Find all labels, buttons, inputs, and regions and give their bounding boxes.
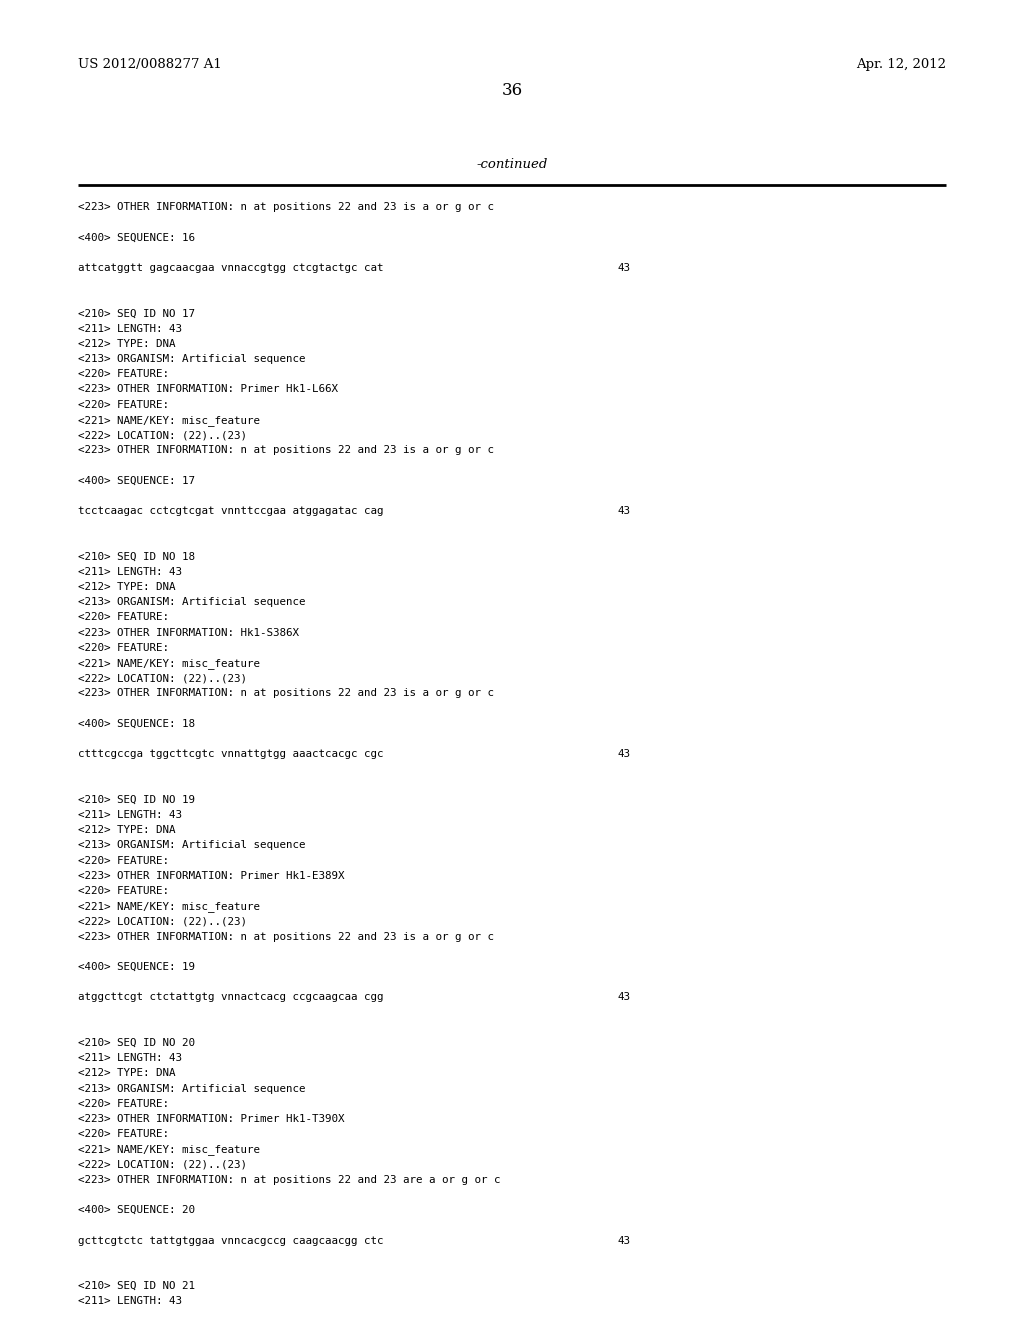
Text: 43: 43 bbox=[618, 1236, 631, 1246]
Text: Apr. 12, 2012: Apr. 12, 2012 bbox=[856, 58, 946, 71]
Text: <223> OTHER INFORMATION: Primer Hk1-T390X: <223> OTHER INFORMATION: Primer Hk1-T390… bbox=[78, 1114, 344, 1125]
Text: <213> ORGANISM: Artificial sequence: <213> ORGANISM: Artificial sequence bbox=[78, 1084, 305, 1093]
Text: <222> LOCATION: (22)..(23): <222> LOCATION: (22)..(23) bbox=[78, 430, 247, 440]
Text: <400> SEQUENCE: 20: <400> SEQUENCE: 20 bbox=[78, 1205, 195, 1216]
Text: <220> FEATURE:: <220> FEATURE: bbox=[78, 1129, 169, 1139]
Text: <212> TYPE: DNA: <212> TYPE: DNA bbox=[78, 825, 175, 836]
Text: attcatggtt gagcaacgaa vnnaccgtgg ctcgtactgc cat: attcatggtt gagcaacgaa vnnaccgtgg ctcgtac… bbox=[78, 263, 384, 273]
Text: <400> SEQUENCE: 18: <400> SEQUENCE: 18 bbox=[78, 719, 195, 729]
Text: <220> FEATURE:: <220> FEATURE: bbox=[78, 643, 169, 653]
Text: 43: 43 bbox=[618, 993, 631, 1002]
Text: <220> FEATURE:: <220> FEATURE: bbox=[78, 886, 169, 896]
Text: <223> OTHER INFORMATION: n at positions 22 and 23 is a or g or c: <223> OTHER INFORMATION: n at positions … bbox=[78, 202, 494, 213]
Text: <213> ORGANISM: Artificial sequence: <213> ORGANISM: Artificial sequence bbox=[78, 597, 305, 607]
Text: <221> NAME/KEY: misc_feature: <221> NAME/KEY: misc_feature bbox=[78, 657, 260, 669]
Text: gcttcgtctc tattgtggaa vnncacgccg caagcaacgg ctc: gcttcgtctc tattgtggaa vnncacgccg caagcaa… bbox=[78, 1236, 384, 1246]
Text: 43: 43 bbox=[618, 506, 631, 516]
Text: <223> OTHER INFORMATION: Primer Hk1-L66X: <223> OTHER INFORMATION: Primer Hk1-L66X bbox=[78, 384, 338, 395]
Text: -continued: -continued bbox=[476, 158, 548, 172]
Text: <211> LENGTH: 43: <211> LENGTH: 43 bbox=[78, 566, 182, 577]
Text: <210> SEQ ID NO 18: <210> SEQ ID NO 18 bbox=[78, 552, 195, 561]
Text: <211> LENGTH: 43: <211> LENGTH: 43 bbox=[78, 1296, 182, 1307]
Text: <211> LENGTH: 43: <211> LENGTH: 43 bbox=[78, 323, 182, 334]
Text: <223> OTHER INFORMATION: n at positions 22 and 23 are a or g or c: <223> OTHER INFORMATION: n at positions … bbox=[78, 1175, 501, 1185]
Text: <212> TYPE: DNA: <212> TYPE: DNA bbox=[78, 1068, 175, 1078]
Text: <211> LENGTH: 43: <211> LENGTH: 43 bbox=[78, 1053, 182, 1063]
Text: ctttcgccga tggcttcgtc vnnattgtgg aaactcacgc cgc: ctttcgccga tggcttcgtc vnnattgtgg aaactca… bbox=[78, 750, 384, 759]
Text: <223> OTHER INFORMATION: Primer Hk1-E389X: <223> OTHER INFORMATION: Primer Hk1-E389… bbox=[78, 871, 344, 880]
Text: US 2012/0088277 A1: US 2012/0088277 A1 bbox=[78, 58, 222, 71]
Text: 43: 43 bbox=[618, 750, 631, 759]
Text: <211> LENGTH: 43: <211> LENGTH: 43 bbox=[78, 810, 182, 820]
Text: <221> NAME/KEY: misc_feature: <221> NAME/KEY: misc_feature bbox=[78, 1144, 260, 1155]
Text: <222> LOCATION: (22)..(23): <222> LOCATION: (22)..(23) bbox=[78, 1159, 247, 1170]
Text: tcctcaagac cctcgtcgat vnnttccgaa atggagatac cag: tcctcaagac cctcgtcgat vnnttccgaa atggaga… bbox=[78, 506, 384, 516]
Text: <220> FEATURE:: <220> FEATURE: bbox=[78, 1098, 169, 1109]
Text: <400> SEQUENCE: 19: <400> SEQUENCE: 19 bbox=[78, 962, 195, 972]
Text: <223> OTHER INFORMATION: n at positions 22 and 23 is a or g or c: <223> OTHER INFORMATION: n at positions … bbox=[78, 932, 494, 941]
Text: <223> OTHER INFORMATION: Hk1-S386X: <223> OTHER INFORMATION: Hk1-S386X bbox=[78, 627, 299, 638]
Text: <212> TYPE: DNA: <212> TYPE: DNA bbox=[78, 582, 175, 591]
Text: atggcttcgt ctctattgtg vnnactcacg ccgcaagcaa cgg: atggcttcgt ctctattgtg vnnactcacg ccgcaag… bbox=[78, 993, 384, 1002]
Text: <222> LOCATION: (22)..(23): <222> LOCATION: (22)..(23) bbox=[78, 673, 247, 684]
Text: <220> FEATURE:: <220> FEATURE: bbox=[78, 612, 169, 623]
Text: <400> SEQUENCE: 17: <400> SEQUENCE: 17 bbox=[78, 475, 195, 486]
Text: <220> FEATURE:: <220> FEATURE: bbox=[78, 855, 169, 866]
Text: <221> NAME/KEY: misc_feature: <221> NAME/KEY: misc_feature bbox=[78, 902, 260, 912]
Text: <210> SEQ ID NO 21: <210> SEQ ID NO 21 bbox=[78, 1282, 195, 1291]
Text: <213> ORGANISM: Artificial sequence: <213> ORGANISM: Artificial sequence bbox=[78, 354, 305, 364]
Text: <220> FEATURE:: <220> FEATURE: bbox=[78, 370, 169, 379]
Text: 43: 43 bbox=[618, 263, 631, 273]
Text: <221> NAME/KEY: misc_feature: <221> NAME/KEY: misc_feature bbox=[78, 414, 260, 426]
Text: <220> FEATURE:: <220> FEATURE: bbox=[78, 400, 169, 409]
Text: <210> SEQ ID NO 17: <210> SEQ ID NO 17 bbox=[78, 309, 195, 318]
Text: <210> SEQ ID NO 20: <210> SEQ ID NO 20 bbox=[78, 1038, 195, 1048]
Text: <400> SEQUENCE: 16: <400> SEQUENCE: 16 bbox=[78, 232, 195, 243]
Text: <223> OTHER INFORMATION: n at positions 22 and 23 is a or g or c: <223> OTHER INFORMATION: n at positions … bbox=[78, 445, 494, 455]
Text: <212> TYPE: DNA: <212> TYPE: DNA bbox=[78, 339, 175, 348]
Text: <222> LOCATION: (22)..(23): <222> LOCATION: (22)..(23) bbox=[78, 916, 247, 927]
Text: 36: 36 bbox=[502, 82, 522, 99]
Text: <213> ORGANISM: Artificial sequence: <213> ORGANISM: Artificial sequence bbox=[78, 841, 305, 850]
Text: <210> SEQ ID NO 19: <210> SEQ ID NO 19 bbox=[78, 795, 195, 805]
Text: <223> OTHER INFORMATION: n at positions 22 and 23 is a or g or c: <223> OTHER INFORMATION: n at positions … bbox=[78, 689, 494, 698]
